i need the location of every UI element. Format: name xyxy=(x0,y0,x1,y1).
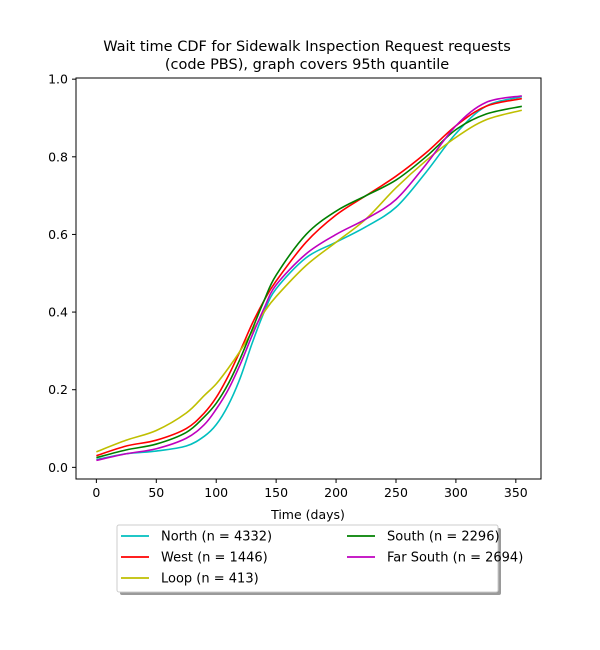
y-tick-label: 1.0 xyxy=(48,72,68,87)
series-line xyxy=(96,95,522,462)
legend-label: Far South (n = 2694) xyxy=(387,551,523,566)
y-axis: 0.0 0.2 0.4 0.6 0.8 1.0 xyxy=(48,72,76,475)
y-tick-label: 0.4 xyxy=(48,305,68,320)
y-tick-label: 0.6 xyxy=(48,227,68,242)
legend-label: South (n = 2296) xyxy=(387,530,500,545)
series-line xyxy=(96,105,522,459)
x-tick-label: 350 xyxy=(504,485,528,500)
plot-frame xyxy=(75,77,542,480)
chart-title-line-1: Wait time CDF for Sidewalk Inspection Re… xyxy=(103,39,511,55)
legend: North (n = 4332) West (n = 1446) Loop (n =… xyxy=(116,524,523,595)
legend-label: Loop (n = 413) xyxy=(161,572,259,587)
legend-box xyxy=(116,524,499,593)
x-tick-label: 50 xyxy=(148,485,164,500)
legend-label: North (n = 4332) xyxy=(161,530,272,545)
chart-title: Wait time CDF for Sidewalk Inspection Re… xyxy=(103,39,511,73)
y-tick-label: 0.0 xyxy=(48,460,68,475)
x-tick-label: 250 xyxy=(384,485,408,500)
series-line xyxy=(96,95,523,461)
series-line xyxy=(96,109,523,453)
x-tick-label: 150 xyxy=(264,485,288,500)
legend-label: West (n = 1446) xyxy=(161,551,268,566)
x-axis: 0 50 100 150 200 250 300 350 xyxy=(92,479,528,500)
y-tick-label: 0.8 xyxy=(48,149,68,164)
legend-items: North (n = 4332) West (n = 1446) Loop (n =… xyxy=(121,530,523,587)
x-tick-label: 0 xyxy=(92,485,100,500)
series-line xyxy=(96,97,522,457)
x-axis-label: Time (days) xyxy=(270,507,345,522)
y-tick-label: 0.2 xyxy=(48,382,68,397)
x-tick-label: 300 xyxy=(444,485,468,500)
series-layer xyxy=(96,95,523,462)
chart-title-line-2: (code PBS), graph covers 95th quantile xyxy=(165,57,449,73)
x-tick-label: 200 xyxy=(324,485,348,500)
x-tick-label: 100 xyxy=(204,485,228,500)
